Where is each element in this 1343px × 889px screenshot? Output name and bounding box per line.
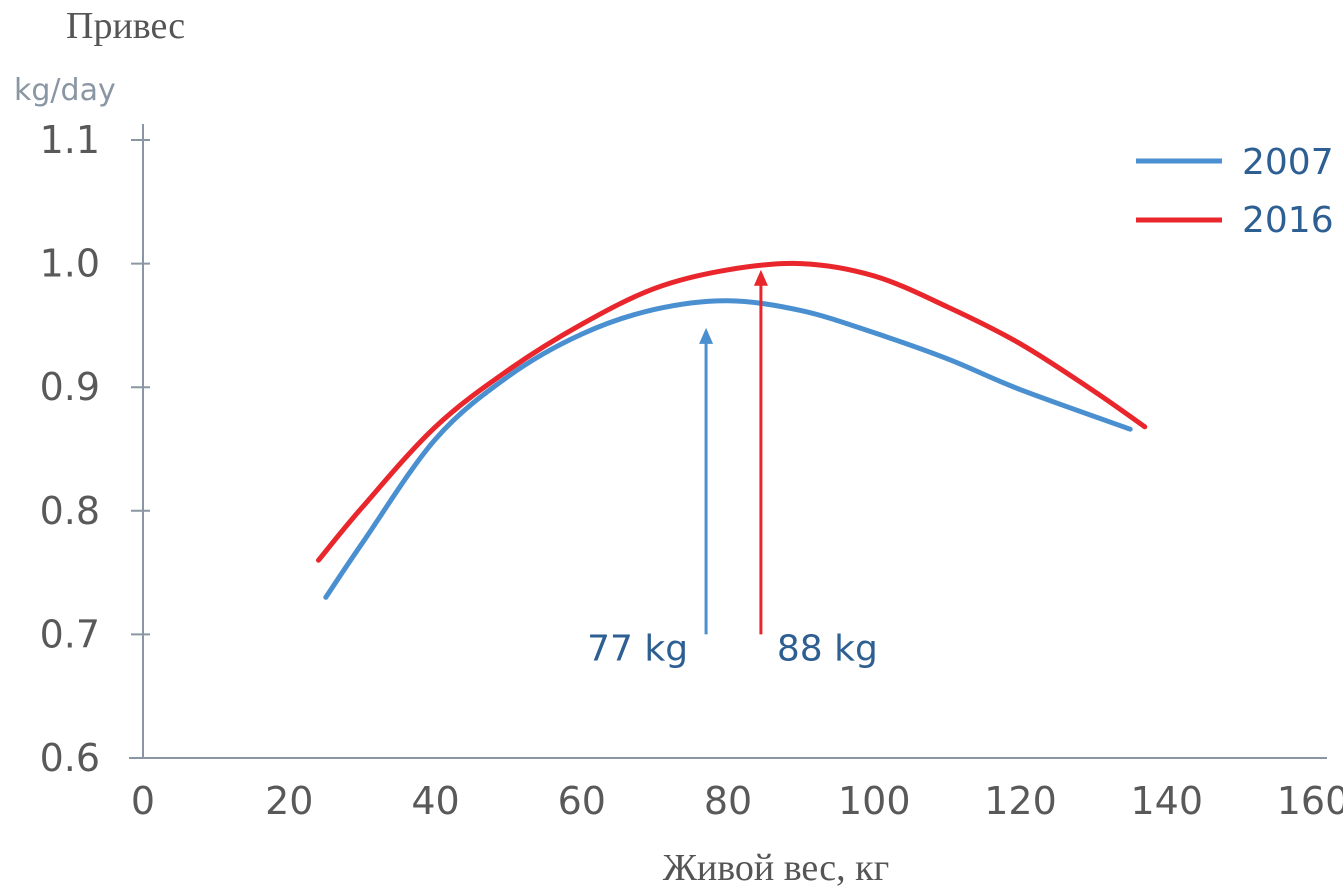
- annotation-arrow-head: [699, 327, 714, 344]
- legend-label-2016: 2016: [1242, 200, 1334, 241]
- x-tick-label: 0: [131, 779, 155, 823]
- x-tick-label: 60: [558, 779, 606, 823]
- legend-label-2007: 2007: [1242, 142, 1334, 183]
- axes: 0.6 0.7 0.8 0.9 1.0 1.1 0 20 40 60 80 100 120 140 160: [40, 118, 1343, 823]
- x-tick-label: 40: [411, 779, 459, 823]
- x-tick-label: 80: [704, 779, 752, 823]
- x-tick-label: 20: [265, 779, 313, 823]
- x-tick-label: 160: [1277, 779, 1343, 823]
- annotation-label: 88 kg: [777, 628, 878, 669]
- y-tick-label: 1.1: [40, 118, 100, 162]
- series-line-2016: [316, 260, 1148, 563]
- y-axis-unit: kg/day: [14, 73, 116, 108]
- legend: 2007 2016: [1136, 142, 1334, 241]
- x-tick-label: 100: [838, 779, 911, 823]
- y-tick-label: 0.6: [40, 736, 100, 780]
- annotation-label: 77 kg: [587, 628, 688, 669]
- y-tick-label: 1.0: [40, 242, 100, 286]
- y-axis-title: Привес: [66, 5, 185, 47]
- x-tick-label: 140: [1130, 779, 1203, 823]
- y-tick-label: 0.7: [40, 612, 100, 656]
- y-tick-label: 0.8: [40, 489, 100, 533]
- x-tick-label: 120: [984, 779, 1057, 823]
- annotation-layer: 77 kg 88 kg: [587, 269, 878, 669]
- annotation-arrow-head: [753, 269, 768, 286]
- series-line-2007: [323, 298, 1133, 600]
- y-tick-label: 0.9: [40, 365, 100, 409]
- x-axis-title: Живой вес, кг: [663, 847, 889, 889]
- series-layer: [316, 260, 1148, 600]
